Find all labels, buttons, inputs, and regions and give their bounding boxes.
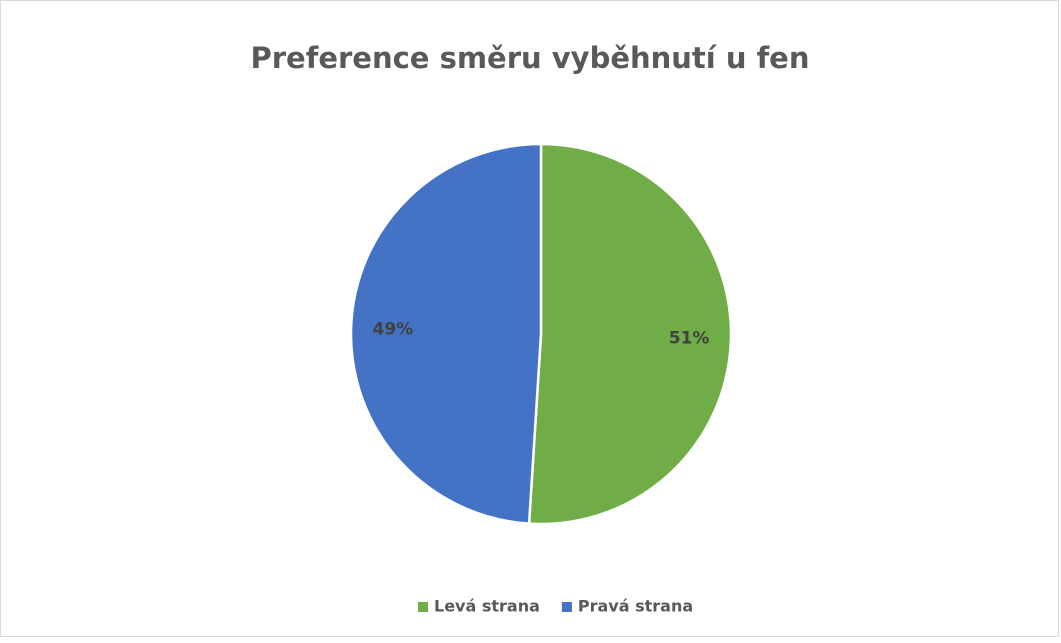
chart-title: Preference směru vyběhnutí u fen bbox=[250, 41, 809, 75]
legend-swatch bbox=[418, 602, 428, 612]
data-label: 49% bbox=[373, 319, 414, 339]
pie-slice bbox=[349, 142, 543, 525]
pie-slice bbox=[527, 142, 733, 526]
data-label: 51% bbox=[669, 329, 710, 349]
legend-label: Levá strana bbox=[434, 597, 540, 616]
legend-swatch bbox=[561, 602, 572, 612]
legend-label: Pravá strana bbox=[578, 597, 693, 616]
